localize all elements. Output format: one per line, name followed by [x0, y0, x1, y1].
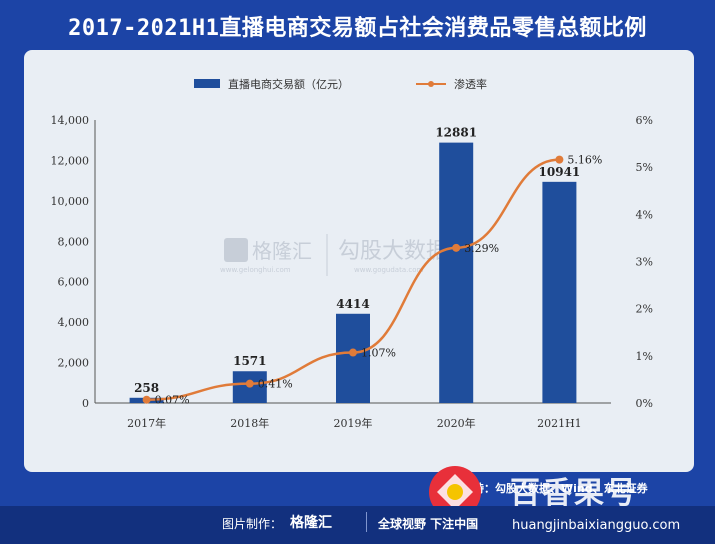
bar-label-2: 4414 [336, 297, 369, 311]
right-tick-3: 3% [636, 256, 653, 269]
watermark-partner-url: www.gogudata.com [354, 266, 423, 274]
combo-chart: 格隆汇 www.gelonghui.com 勾股大数据 www.gogudata… [51, 77, 654, 430]
left-tick-1: 2,000 [58, 357, 90, 370]
watermark: 格隆汇 www.gelonghui.com 勾股大数据 www.gogudata… [220, 234, 448, 276]
bar-series [129, 142, 577, 403]
left-tick-0: 0 [82, 397, 89, 410]
right-tick-4: 4% [636, 208, 653, 221]
bar-2 [336, 313, 370, 403]
bar-4 [542, 181, 577, 403]
left-tick-3: 6,000 [58, 276, 90, 289]
line-label-1: 0.41% [258, 378, 293, 391]
legend: 直播电商交易额（亿元） 渗透率 [194, 77, 487, 91]
right-tick-0: 0% [636, 397, 653, 410]
x-tick-3: 2020年 [437, 416, 476, 430]
line-path [146, 158, 560, 401]
line-labels: 0.07% 0.41% 1.07% 3.29% 5.16% [155, 154, 603, 407]
line-label-0: 0.07% [155, 394, 190, 407]
left-tick-5: 10,000 [51, 195, 90, 208]
footer-label: 图片制作： [222, 517, 283, 531]
x-tick-0: 2017年 [127, 416, 166, 430]
x-axis-ticks: 2017年 2018年 2019年 2020年 2021H1 [127, 416, 582, 430]
footer-slogan: 全球视野 下注中国 [378, 517, 479, 531]
right-tick-1: 1% [636, 350, 653, 363]
legend-line-label: 渗透率 [454, 77, 487, 91]
site-logo-icon [429, 466, 481, 518]
footer-divider [366, 512, 367, 532]
legend-bar-label: 直播电商交易额（亿元） [228, 77, 349, 91]
page-title: 2017-2021H1直播电商交易额占社会消费品零售总额比例 [68, 16, 647, 41]
bar-label-4: 10941 [539, 165, 581, 179]
right-axis-ticks: 0% 1% 2% 3% 4% 5% 6% [636, 114, 653, 410]
line-point-2 [349, 348, 357, 357]
left-tick-6: 12,000 [51, 154, 90, 167]
right-tick-6: 6% [636, 114, 653, 127]
watermark-brand: 格隆汇 [252, 239, 312, 263]
bar-label-0: 258 [134, 381, 159, 395]
line-point-4 [555, 155, 564, 164]
footer-brand: 格隆汇 [290, 515, 332, 531]
line-point-1 [245, 379, 254, 388]
legend-line-marker [428, 81, 434, 87]
right-tick-2: 2% [636, 303, 653, 316]
bar-label-3: 12881 [435, 126, 477, 140]
source-note: 数据支持：勾股大数据、Wind、东北证券 [440, 482, 648, 495]
line-label-4: 5.16% [567, 154, 602, 167]
watermark-logo-icon [224, 238, 248, 262]
left-axis-ticks: 0 2,000 4,000 6,000 8,000 10,000 12,000 14,000 [51, 114, 90, 410]
site-watermark-url: huangjinbaixiangguo.com [512, 518, 681, 533]
bar-labels: 258 1571 4414 12881 10941 [134, 126, 580, 395]
line-label-2: 1.07% [361, 347, 396, 360]
left-tick-2: 4,000 [58, 316, 90, 329]
line-series [142, 155, 564, 404]
x-tick-1: 2018年 [230, 416, 269, 430]
right-tick-5: 5% [636, 161, 653, 174]
x-tick-2: 2019年 [334, 416, 373, 430]
left-tick-7: 14,000 [51, 114, 90, 127]
x-tick-4: 2021H1 [537, 417, 582, 430]
footer-bar [0, 506, 715, 544]
bar-label-1: 1571 [233, 354, 266, 368]
line-label-3: 3.29% [464, 242, 499, 255]
watermark-url: www.gelonghui.com [220, 266, 291, 274]
line-point-3 [452, 243, 461, 252]
watermark-partner: 勾股大数据 [338, 239, 448, 264]
line-point-0 [142, 395, 151, 404]
left-tick-4: 8,000 [58, 235, 90, 248]
site-watermark-name: 百香果号 [510, 476, 638, 511]
bar-3 [439, 142, 474, 403]
legend-bar-swatch [194, 79, 220, 88]
